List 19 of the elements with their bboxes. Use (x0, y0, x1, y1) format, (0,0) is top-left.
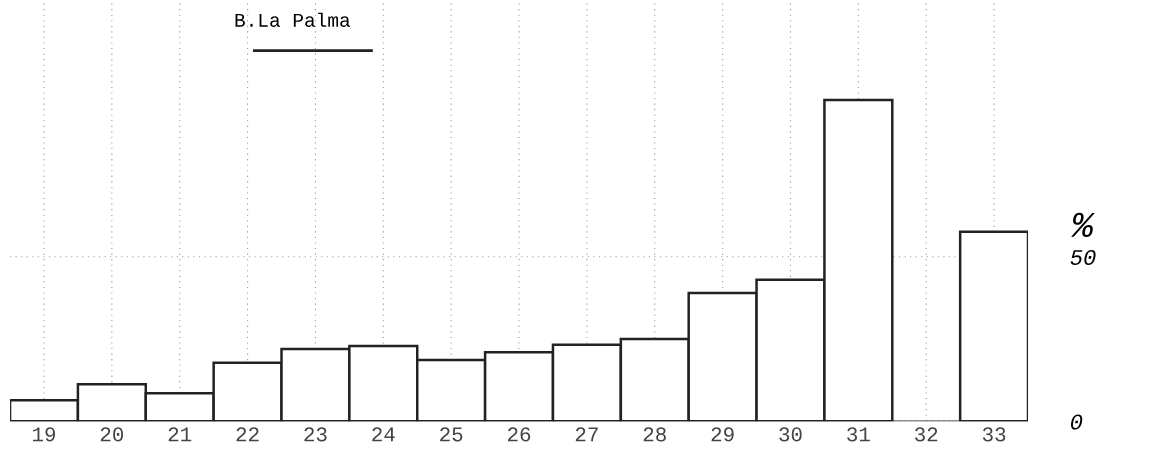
y-axis-title: % (1071, 212, 1095, 238)
x-tick-label: 21 (168, 427, 192, 442)
annotation: B.La Palma (235, 12, 351, 27)
x-tick-label: 32 (915, 427, 938, 442)
x-tick-label: 22 (236, 427, 259, 442)
y-tick-label: 0 (1071, 414, 1083, 430)
x-tick-label: 30 (779, 427, 802, 442)
x-tick-label: 29 (711, 427, 734, 442)
x-tick-label: 27 (575, 427, 598, 442)
x-tick-label: 25 (440, 427, 463, 442)
y-tick-label: 50 (1070, 249, 1096, 266)
x-tick-label: 31 (847, 427, 870, 442)
x-tick-label: 33 (982, 427, 1006, 442)
x-tick-label: 24 (372, 427, 395, 442)
x-tick-label: 23 (304, 427, 327, 442)
x-tick-label: 20 (100, 427, 124, 442)
x-tick-label: 26 (508, 427, 531, 442)
x-tick-label: 28 (643, 427, 666, 442)
x-tick-label: 19 (32, 427, 56, 442)
